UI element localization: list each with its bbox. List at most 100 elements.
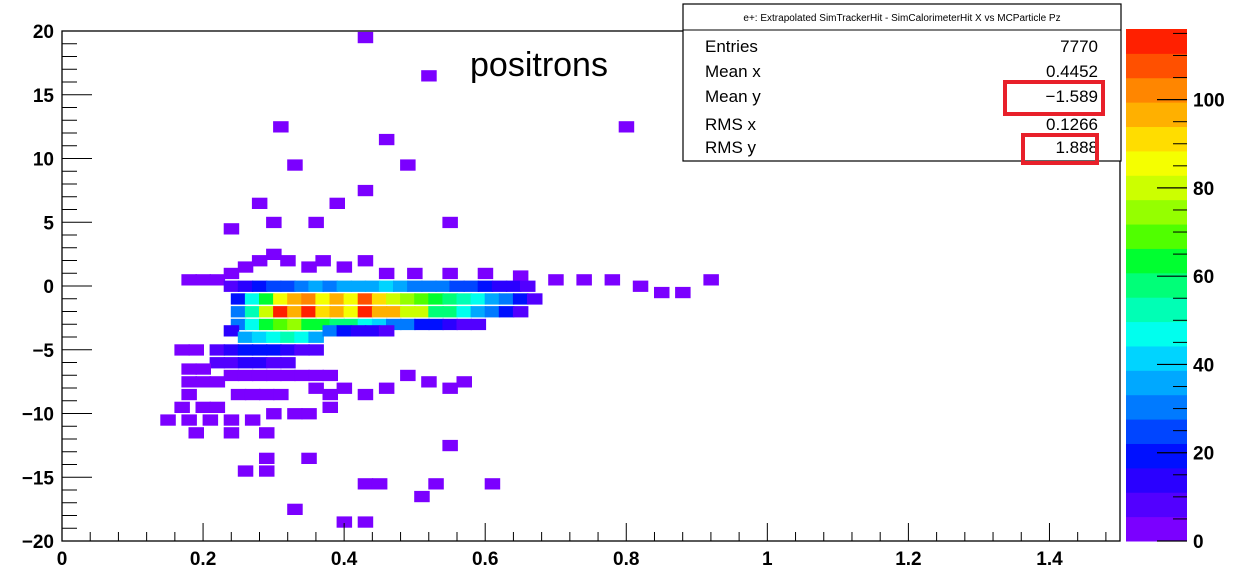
heatmap-bin xyxy=(223,280,240,292)
colorbar-segment xyxy=(1126,297,1187,323)
colorbar-segment xyxy=(1126,516,1187,542)
colorbar-segment xyxy=(1126,248,1187,274)
heatmap-bin xyxy=(188,344,204,356)
heatmap-bin xyxy=(223,369,240,382)
heatmap-bin xyxy=(498,306,515,318)
heatmap-bin xyxy=(520,280,536,292)
colorbar-segment xyxy=(1126,394,1187,420)
heatmap-bin xyxy=(237,280,254,292)
heatmap-bin xyxy=(266,344,282,356)
heatmap-bin xyxy=(315,293,331,305)
colorbar-segment xyxy=(1126,77,1187,103)
heatmap-bin xyxy=(308,344,324,356)
heatmap-bin xyxy=(223,223,240,235)
heatmap-bin xyxy=(400,369,416,382)
heatmap-bin xyxy=(604,274,621,286)
heatmap-bin xyxy=(223,357,240,369)
heatmap-bin xyxy=(181,388,197,401)
heatmap-bin xyxy=(350,325,367,337)
heatmap-bin xyxy=(223,414,240,426)
heatmap-bin xyxy=(421,70,437,82)
heatmap-bin xyxy=(308,331,324,343)
heatmap-bin xyxy=(336,280,353,292)
heatmap-bin xyxy=(315,318,331,331)
heatmap-bin xyxy=(251,357,268,369)
heatmap-bin xyxy=(463,280,479,292)
heatmap-bin xyxy=(407,267,423,280)
heatmap-bin xyxy=(315,255,331,267)
heatmap-bin xyxy=(294,280,310,292)
stats-label-mean-y: Mean y xyxy=(705,87,761,106)
heatmap-bin xyxy=(266,408,282,420)
heatmap-bin xyxy=(400,306,416,318)
heatmap-bin xyxy=(442,318,458,331)
heatmap-bin xyxy=(266,280,282,292)
stats-value-rms-y: 1.888 xyxy=(1055,138,1098,157)
heatmap-bin xyxy=(237,465,254,477)
heatmap-bin xyxy=(223,267,240,280)
heatmap-bin xyxy=(202,414,219,426)
x-tick-label: 1 xyxy=(762,549,773,570)
heatmap-bin xyxy=(251,197,268,209)
heatmap-bin xyxy=(576,274,592,286)
heatmap-bin xyxy=(237,357,254,369)
heatmap-bin xyxy=(301,293,317,305)
heatmap-bin xyxy=(378,133,395,146)
heatmap-bin xyxy=(195,274,211,286)
heatmap-bin xyxy=(273,121,289,133)
colorbar-segment xyxy=(1126,224,1187,249)
heatmap-bin xyxy=(223,344,240,356)
heatmap-bin xyxy=(470,306,487,318)
colorbar-segment xyxy=(1126,345,1187,371)
heatmap-bin xyxy=(378,382,395,394)
heatmap-bin xyxy=(378,280,395,292)
heatmap-bin xyxy=(308,216,324,229)
stats-label-rms-y: RMS y xyxy=(705,138,757,157)
heatmap-bin xyxy=(294,344,310,356)
heatmap-bin xyxy=(195,401,211,413)
heatmap-bin xyxy=(280,255,296,267)
heatmap-bin xyxy=(209,274,226,286)
heatmap-bin xyxy=(512,270,529,282)
heatmap-bin xyxy=(188,427,204,439)
x-tick-label: 0.4 xyxy=(331,549,358,570)
heatmap-bin xyxy=(343,318,360,331)
heatmap-bin xyxy=(386,293,402,305)
heatmap-bin xyxy=(181,376,197,388)
y-tick-label: 5 xyxy=(43,213,54,234)
heatmap-bin xyxy=(456,376,472,388)
heatmap-bin xyxy=(477,267,494,280)
heatmap-bin xyxy=(273,388,289,401)
y-tick-label: 10 xyxy=(33,150,54,171)
heatmap-bin xyxy=(259,306,275,318)
heatmap-bin xyxy=(428,293,444,305)
heatmap-bin xyxy=(336,261,353,273)
heatmap-bin xyxy=(251,344,268,356)
heatmap-bin xyxy=(230,293,247,305)
heatmap-bin xyxy=(428,478,444,490)
heatmap-bin xyxy=(357,31,374,44)
colorbar-segment xyxy=(1126,199,1187,225)
heatmap-bin xyxy=(209,401,226,413)
heatmap-bin xyxy=(287,503,303,515)
heatmap-bin xyxy=(287,159,303,171)
heatmap-bin xyxy=(371,318,388,331)
heatmap-bin xyxy=(421,376,437,388)
heatmap-bin xyxy=(357,255,374,267)
colorbar-segment xyxy=(1126,272,1187,298)
heatmap-bin xyxy=(343,306,360,318)
colorbar-segment xyxy=(1126,492,1187,518)
heatmap-bin xyxy=(618,121,635,133)
heatmap-bin xyxy=(654,286,670,299)
heatmap-bin xyxy=(414,306,430,318)
heatmap-bin xyxy=(266,331,282,343)
heatmap-bin xyxy=(273,318,289,331)
heatmap-bin xyxy=(195,376,211,388)
heatmap-bin xyxy=(512,306,529,318)
heatmap-bin xyxy=(230,306,247,318)
heatmap-bin xyxy=(301,306,317,318)
colorbar-segment xyxy=(1126,29,1187,54)
heatmap-bin xyxy=(491,280,508,292)
colorbar-tick-label: 100 xyxy=(1193,91,1225,112)
stats-title: e+: Extrapolated SimTrackerHit - SimCalo… xyxy=(743,13,1060,24)
